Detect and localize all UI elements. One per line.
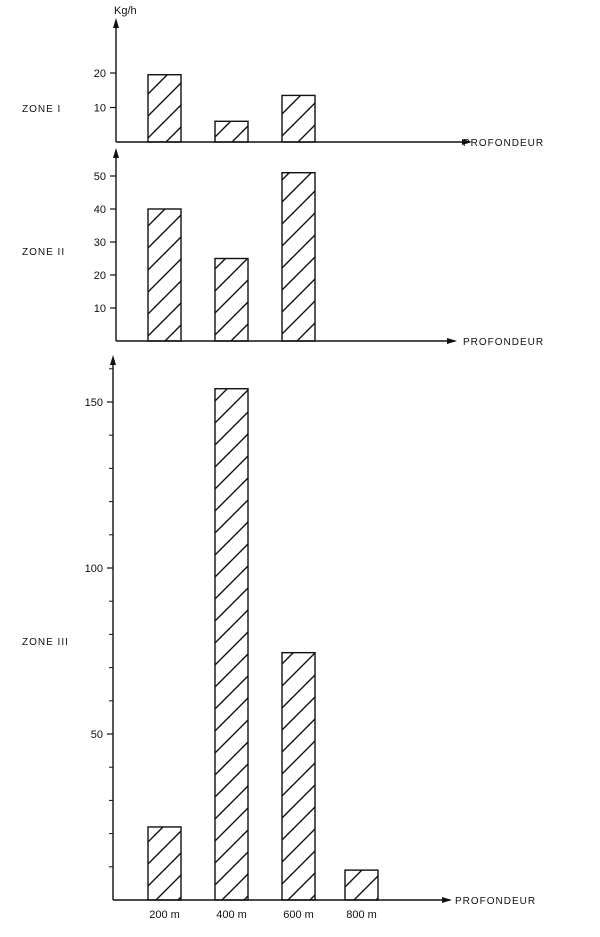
zone-label: ZONE III [22,637,69,648]
bar [147,826,182,901]
y-tick-label: 20 [94,270,106,282]
y-tick-label: 150 [85,397,103,409]
x-tick-label: 400 m [216,909,247,921]
x-axis-arrow-icon [447,338,457,344]
y-tick-label: 100 [85,563,103,575]
bar [281,171,316,342]
y-axis-arrow-icon [113,18,119,28]
y-tick-label: 10 [94,103,106,115]
y-tick-label: 10 [94,303,106,315]
x-tick-label: 200 m [149,909,180,921]
x-axis-label: PROFONDEUR [463,138,544,149]
zone-label: ZONE II [22,247,65,258]
bar [344,869,379,901]
bar [281,94,316,143]
y-axis-arrow-icon [110,355,116,365]
bar [281,651,316,901]
zone-label: ZONE I [22,104,61,115]
x-axis-label: PROFONDEUR [455,896,536,907]
x-tick-label: 800 m [346,909,377,921]
x-axis-arrow-icon [462,139,472,145]
y-axis-unit-label: Kg/h [114,5,137,17]
y-tick-label: 20 [94,68,106,80]
x-tick-label: 600 m [283,909,314,921]
bar [214,120,249,143]
x-axis-label: PROFONDEUR [463,337,544,348]
y-tick-label: 50 [94,171,106,183]
bar [214,257,249,342]
y-axis-arrow-icon [113,148,119,158]
chart-zone2: PROFONDEUR ZONE II 10 20 30 40 50 [22,148,544,348]
bar [147,208,182,342]
bar [147,74,182,143]
y-tick-label: 40 [94,204,106,216]
chart-zone1: PROFONDEUR ZONE I 10 20 Kg/h [22,5,544,149]
bar [214,388,249,901]
y-tick-label: 50 [91,729,103,741]
chart-zone3: PROFONDEUR ZONE III 50 100 150 200 m 400 m 600 … [22,355,536,921]
x-axis-arrow-icon [442,897,452,903]
y-tick-label: 30 [94,237,106,249]
